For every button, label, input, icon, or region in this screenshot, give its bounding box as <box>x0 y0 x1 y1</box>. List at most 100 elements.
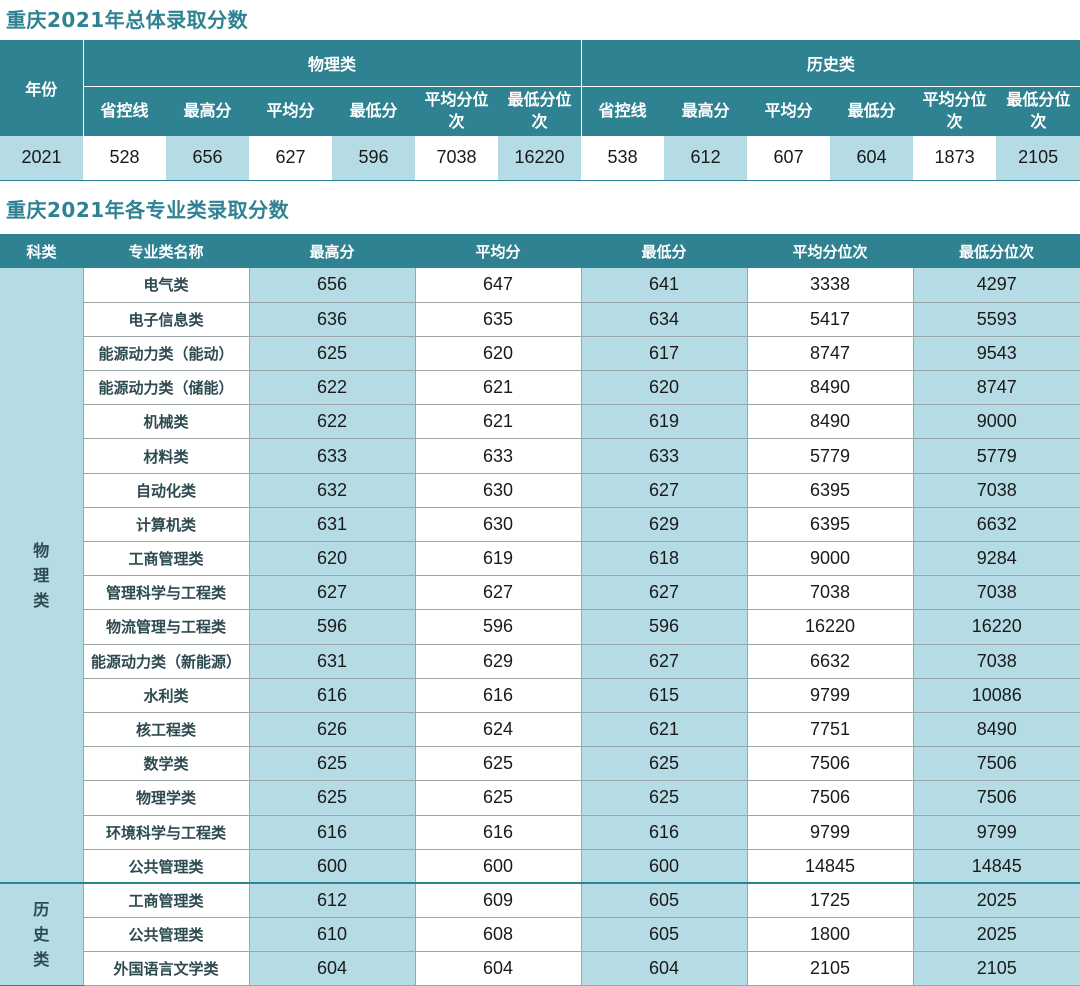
min-rank-cell: 9543 <box>913 336 1080 372</box>
major-name-cell: 能源动力类（新能源） <box>82 644 250 679</box>
avg-score-cell: 624 <box>414 712 582 748</box>
max-score-cell: 622 <box>249 370 415 406</box>
history-max-cell: 612 <box>664 136 748 181</box>
avg-rank-cell: 7751 <box>746 712 914 748</box>
avg-score-cell: 635 <box>414 302 582 337</box>
avg-score-cell: 608 <box>414 917 582 953</box>
min-score-cell: 634 <box>581 302 747 337</box>
avg-rank-cell: 3338 <box>746 268 914 303</box>
major-name-cell: 能源动力类（能动） <box>82 336 250 372</box>
avg-rank-cell: 8747 <box>746 336 914 372</box>
major-name-cell: 物理学类 <box>82 780 250 816</box>
physics-max-header: 最高分 <box>165 86 249 136</box>
avg-score-cell: 604 <box>414 951 582 986</box>
major-name-cell: 能源动力类（储能） <box>82 370 250 406</box>
min-score-cell: 633 <box>581 438 747 474</box>
table-row: 能源动力类（储能） 622 621 620 8490 8747 <box>0 370 1080 406</box>
max-score-cell: 625 <box>249 336 415 372</box>
history-min-cell: 604 <box>830 136 914 181</box>
min-rank-cell: 7038 <box>913 473 1080 508</box>
max-score-cell: 656 <box>249 268 415 303</box>
physics-control-line-header: 省控线 <box>82 86 166 136</box>
min-rank-cell: 9284 <box>913 541 1080 577</box>
min-rank-cell: 9000 <box>913 404 1080 440</box>
max-score-header: 最高分 <box>249 234 415 268</box>
min-rank-cell: 5779 <box>913 438 1080 474</box>
table-row: 数学类 625 625 625 7506 7506 <box>0 746 1080 782</box>
max-score-cell: 625 <box>249 746 415 782</box>
avg-rank-cell: 7506 <box>746 780 914 816</box>
max-score-cell: 626 <box>249 712 415 748</box>
avg-rank-cell: 6632 <box>746 644 914 679</box>
table-row: 外国语言文学类 604 604 604 2105 2105 <box>0 951 1080 986</box>
table-row: 物理学类 625 625 625 7506 7506 <box>0 780 1080 816</box>
physics-group-header: 物理类 <box>82 40 582 87</box>
history-min-rank-cell: 2105 <box>996 136 1080 181</box>
history-control-line-header: 省控线 <box>580 86 665 136</box>
avg-rank-cell: 8490 <box>746 370 914 406</box>
min-rank-cell: 10086 <box>913 678 1080 713</box>
table-row: 物流管理与工程类 596 596 596 16220 16220 <box>0 609 1080 645</box>
min-rank-cell: 8747 <box>913 370 1080 406</box>
physics-avg-cell: 627 <box>249 136 332 181</box>
avg-score-cell: 630 <box>414 473 582 508</box>
max-score-cell: 616 <box>249 678 415 713</box>
table-row: 能源动力类（能动） 625 620 617 8747 9543 <box>0 336 1080 372</box>
min-score-cell: 617 <box>581 336 747 372</box>
category-header: 科类 <box>0 234 83 268</box>
max-score-cell: 620 <box>249 541 415 577</box>
major-name-cell: 公共管理类 <box>82 849 250 885</box>
min-score-cell: 620 <box>581 370 747 406</box>
avg-rank-cell: 7506 <box>746 746 914 782</box>
avg-rank-cell: 9000 <box>746 541 914 577</box>
year-cell: 2021 <box>0 136 83 181</box>
major-name-cell: 外国语言文学类 <box>82 951 250 986</box>
major-name-cell: 管理科学与工程类 <box>82 575 250 611</box>
history-control-line-cell: 538 <box>581 136 665 181</box>
overall-scores-title: 重庆2021年总体录取分数 <box>6 8 249 32</box>
table-row: 材料类 633 633 633 5779 5779 <box>0 438 1080 474</box>
major-scores-title: 重庆2021年各专业类录取分数 <box>6 198 290 222</box>
year-header: 年份 <box>0 40 83 136</box>
max-score-cell: 633 <box>249 438 415 474</box>
major-name-cell: 材料类 <box>82 438 250 474</box>
physics-min-cell: 596 <box>332 136 415 181</box>
min-score-cell: 604 <box>581 951 747 986</box>
min-score-cell: 600 <box>581 849 747 885</box>
min-rank-cell: 7506 <box>913 780 1080 816</box>
history-avg-header: 平均分 <box>746 86 831 136</box>
avg-score-cell: 609 <box>414 883 582 919</box>
min-score-cell: 627 <box>581 575 747 611</box>
avg-score-cell: 629 <box>414 644 582 679</box>
physics-min-rank-cell: 16220 <box>498 136 582 181</box>
max-score-cell: 622 <box>249 404 415 440</box>
avg-score-cell: 600 <box>414 849 582 885</box>
min-rank-cell: 2025 <box>913 917 1080 953</box>
table-row: 能源动力类（新能源） 631 629 627 6632 7038 <box>0 644 1080 679</box>
min-rank-cell: 7506 <box>913 746 1080 782</box>
major-name-cell: 工商管理类 <box>82 541 250 577</box>
avg-score-cell: 616 <box>414 678 582 713</box>
major-scores-table: 科类 专业类名称 最高分 平均分 最低分 平均分位次 最低分位次 物理类 电气类 6… <box>0 234 1080 986</box>
table-row: 水利类 616 616 615 9799 10086 <box>0 678 1080 713</box>
history-avg-rank-cell: 1873 <box>913 136 997 181</box>
min-rank-cell: 2025 <box>913 883 1080 919</box>
major-name-cell: 电气类 <box>82 268 250 303</box>
avg-rank-cell: 1800 <box>746 917 914 953</box>
major-name-cell: 机械类 <box>82 404 250 440</box>
avg-rank-cell: 14845 <box>746 849 914 885</box>
avg-score-cell: 625 <box>414 746 582 782</box>
avg-rank-cell: 5417 <box>746 302 914 337</box>
avg-rank-cell: 8490 <box>746 404 914 440</box>
min-score-cell: 605 <box>581 917 747 953</box>
min-score-cell: 641 <box>581 268 747 303</box>
min-score-cell: 625 <box>581 746 747 782</box>
major-name-cell: 核工程类 <box>82 712 250 748</box>
max-score-cell: 627 <box>249 575 415 611</box>
max-score-cell: 625 <box>249 780 415 816</box>
table-row: 工商管理类 620 619 618 9000 9284 <box>0 541 1080 577</box>
category-cell: 历史类 <box>0 883 83 986</box>
avg-score-cell: 647 <box>414 268 582 303</box>
table-row: 自动化类 632 630 627 6395 7038 <box>0 473 1080 508</box>
category-cell: 物理类 <box>0 268 83 885</box>
